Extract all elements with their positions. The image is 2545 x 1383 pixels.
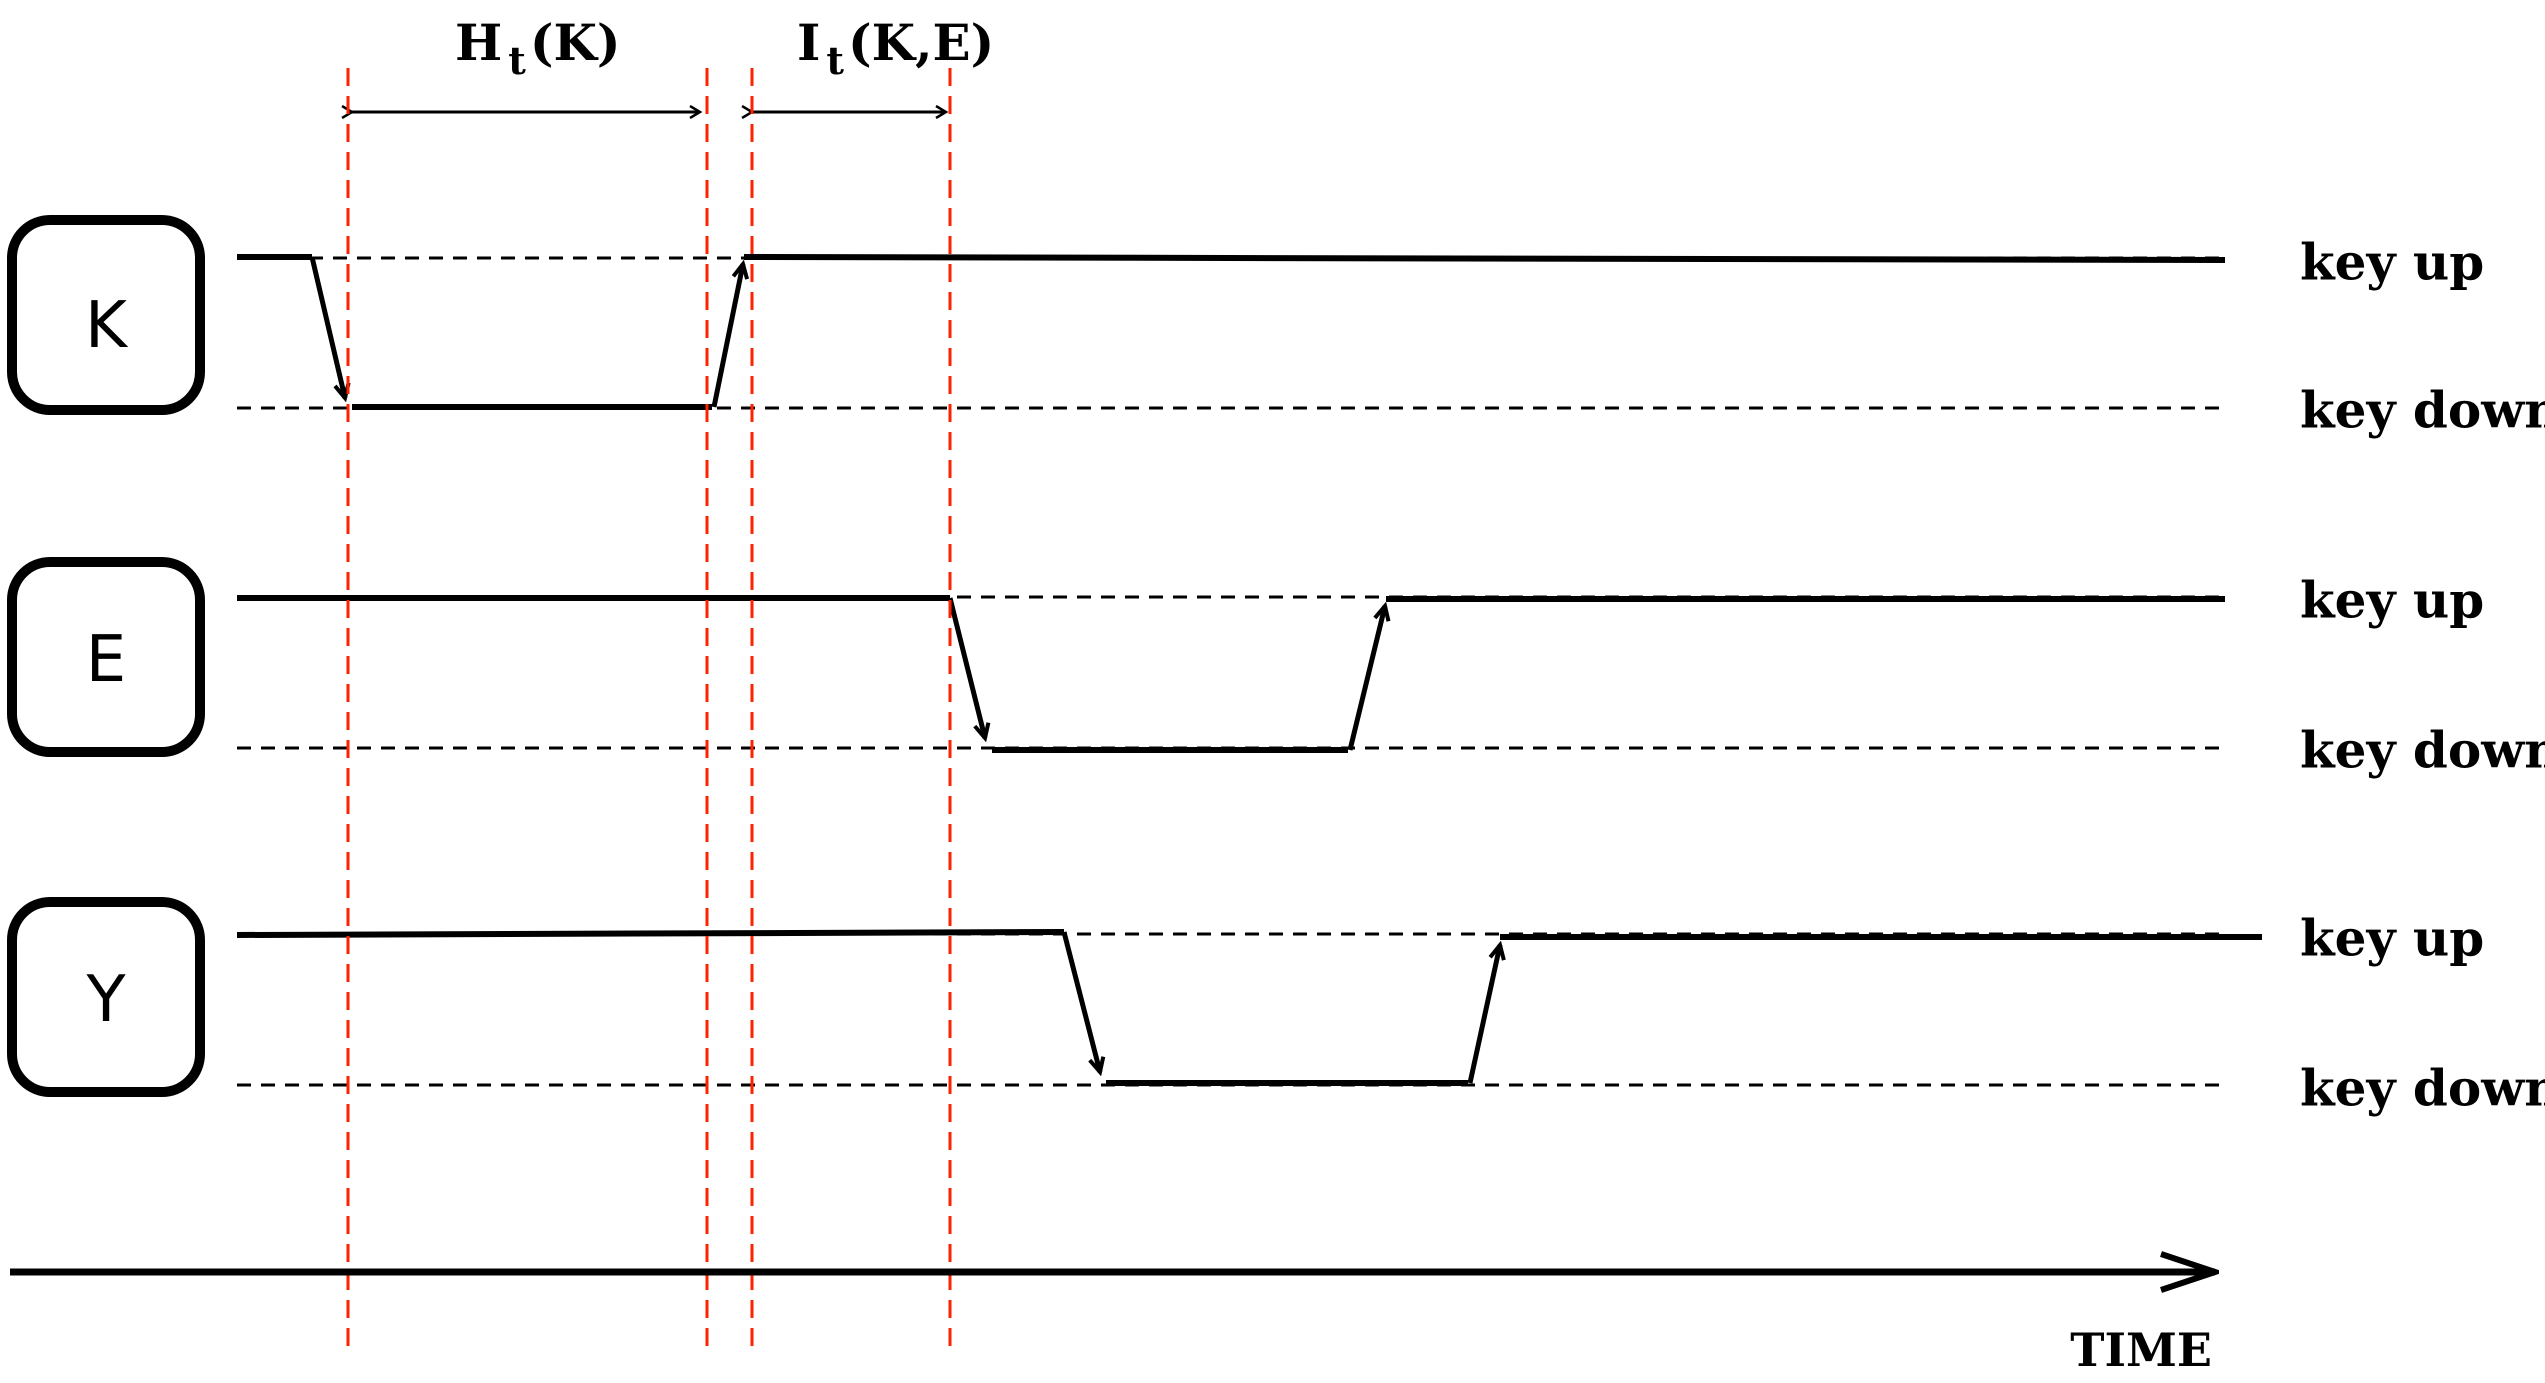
key-k-release-transition	[711, 264, 743, 408]
key-row-y: Y key up key down	[7, 897, 2545, 1118]
key-e-up-label: key up	[2300, 571, 2484, 630]
key-cap-k	[7, 215, 205, 415]
key-y-signal-up-before	[236, 929, 1065, 938]
key-y-press-transition	[1061, 931, 1100, 1072]
key-k-signal-up-after	[743, 254, 2226, 263]
key-y-up-label: key up	[2300, 909, 2484, 968]
key-row-e: E key up key down	[7, 557, 2545, 780]
key-e-down-label: key down	[2300, 721, 2545, 780]
key-k-press-transition	[309, 256, 345, 398]
key-cap-e	[7, 557, 205, 757]
key-k-down-label: key down	[2300, 381, 2545, 440]
key-e-press-transition	[947, 597, 985, 738]
event-markers	[346, 68, 952, 1352]
key-e-release-transition	[1347, 606, 1385, 751]
key-letter-e: E	[86, 623, 126, 697]
key-letter-k: K	[85, 289, 129, 363]
key-cap-y	[7, 897, 205, 1097]
time-axis-label: TIME	[2070, 1323, 2212, 1377]
key-letter-y: Y	[85, 963, 126, 1037]
key-y-down-label: key down	[2300, 1059, 2545, 1118]
time-axis: TIME	[10, 1272, 2215, 1377]
key-k-up-label: key up	[2300, 233, 2484, 292]
key-row-k: K key up key down	[7, 215, 2545, 440]
key-y-release-transition	[1467, 945, 1500, 1084]
